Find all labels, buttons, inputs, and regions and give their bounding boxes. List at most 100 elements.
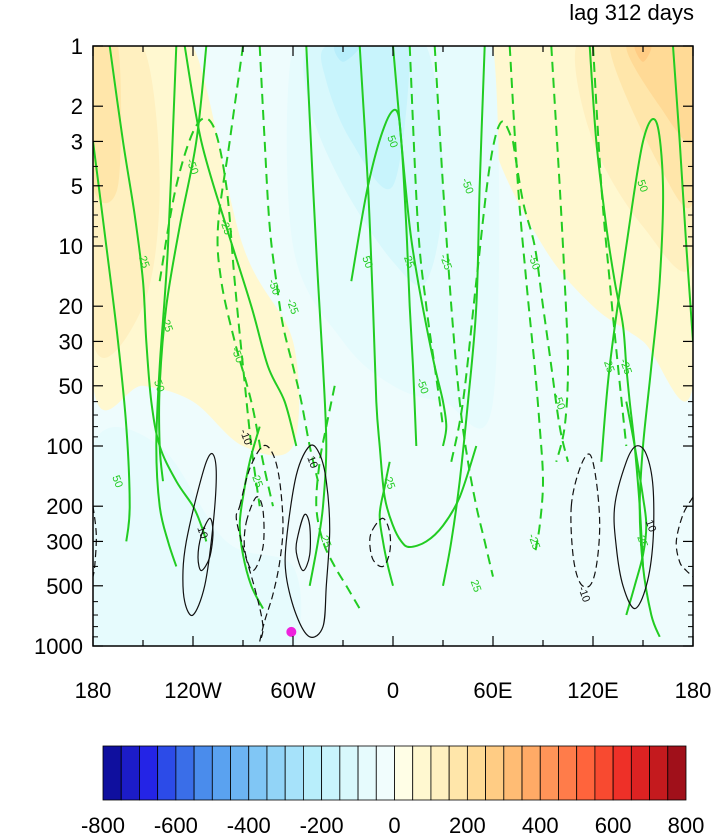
colorbar-box: [412, 745, 432, 801]
contour-line: [238, 426, 264, 610]
contour-label: 25: [401, 254, 416, 270]
contour-label: -25: [284, 297, 301, 316]
contour-label: 50: [634, 178, 649, 194]
contour-label: -50: [459, 177, 476, 196]
colorbar-box: [503, 745, 523, 801]
colorbar-label: 0: [388, 813, 400, 838]
y-tick-label: 2: [71, 94, 83, 119]
colorbar-box: [521, 745, 541, 801]
contour-line: [550, 46, 570, 463]
colorbar-box: [558, 745, 578, 801]
y-tick-label: 3: [71, 129, 83, 154]
colorbar-box: [303, 745, 323, 801]
colorbar-label: -200: [300, 813, 344, 838]
contour-label: 25: [634, 534, 649, 550]
colorbar-box: [466, 745, 486, 801]
colorbar-box: [266, 745, 286, 801]
colorbar-box: [485, 745, 505, 801]
colorbar-box: [576, 745, 596, 801]
contour-label: -25: [525, 532, 542, 551]
contour-label: -50: [265, 278, 282, 297]
y-tick-label: 200: [46, 494, 83, 519]
colorbar-box: [394, 745, 414, 801]
colorbar-label: 400: [522, 813, 559, 838]
contour-line: [625, 401, 648, 616]
contour-line: [672, 46, 693, 342]
contour-label: 25: [468, 578, 483, 594]
contour-label: 50: [359, 254, 374, 270]
colorbar-label: 200: [449, 813, 486, 838]
contour-line: [392, 46, 448, 447]
colorbar-label: -800: [81, 813, 125, 838]
contour-label: -25: [380, 472, 397, 491]
contour-line: [197, 517, 214, 572]
y-tick-label: 30: [59, 329, 83, 354]
contour-label: -25: [437, 253, 454, 272]
contour-line: [295, 513, 312, 572]
contour-line: [369, 517, 392, 568]
x-tick-label: 120W: [164, 678, 222, 703]
marker-layer: [286, 626, 297, 637]
x-tick-label: 180: [675, 678, 712, 703]
colorbar-box: [175, 745, 195, 801]
contour-label: 50: [109, 474, 124, 490]
x-tick-label: 0: [387, 678, 399, 703]
contour-label: -50: [184, 157, 201, 176]
x-tick-label: 180: [75, 678, 112, 703]
colorbar: -800 -600 -400 -200 0 200 400 600 800: [81, 745, 705, 838]
contour-line: [108, 46, 208, 542]
contour-line: [442, 46, 486, 586]
contour-line: [613, 445, 655, 610]
contour-line: [258, 46, 319, 482]
contour-label: 25: [249, 474, 264, 490]
colorbar-box: [430, 745, 450, 801]
colorbar-label: -600: [154, 813, 198, 838]
y-tick-label: 1: [71, 34, 83, 59]
contour-label: 10: [304, 454, 319, 470]
colorbar-box: [357, 745, 377, 801]
contour-line: [216, 46, 274, 507]
contour-label: -50: [550, 392, 567, 411]
shaded-region-positive: [93, 46, 122, 204]
contour-line: [508, 46, 545, 555]
colorbar-box: [630, 745, 650, 801]
marker-point: [286, 626, 297, 637]
y-tick-label: 50: [59, 374, 83, 399]
colorbar-box: [339, 745, 359, 801]
contour-line: [408, 46, 444, 427]
contour-label: -10: [575, 585, 592, 604]
colorbar-box: [102, 745, 122, 801]
contour-label: -50: [525, 253, 542, 272]
colorbar-box: [649, 745, 669, 801]
y-tick-label: 300: [46, 529, 83, 554]
colorbar-box: [448, 745, 468, 801]
y-tick-label: 500: [46, 574, 83, 599]
contour-line: [592, 46, 628, 447]
contour-label: -50: [229, 346, 246, 365]
contour-line: [512, 141, 569, 463]
colorbar-box: [594, 745, 614, 801]
y-tick-label: 5: [71, 174, 83, 199]
colorbar-box: [667, 745, 687, 801]
colorbar-box: [248, 745, 268, 801]
contour-label: -50: [414, 377, 431, 396]
colorbar-box: [321, 745, 341, 801]
colorbar-box: [375, 745, 395, 801]
colorbar-box: [284, 745, 304, 801]
colorbar-label: 800: [668, 813, 705, 838]
contour-line: [93, 141, 131, 542]
x-tick-label: 60W: [270, 678, 315, 703]
shaded-region-positive: [634, 46, 652, 62]
x-tick-label: 60E: [473, 678, 512, 703]
colorbar-box: [539, 745, 559, 801]
contour-line: [155, 46, 178, 567]
y-tick-label: 10: [59, 234, 83, 259]
shaded-region-negative: [93, 427, 302, 646]
contour-line: [158, 46, 208, 482]
y-tick-label: 20: [59, 294, 83, 319]
contour-label: 25: [159, 318, 174, 334]
contour-label: -10: [237, 428, 254, 447]
contour-line: [450, 120, 514, 462]
shaded-region-negative: [320, 46, 410, 189]
